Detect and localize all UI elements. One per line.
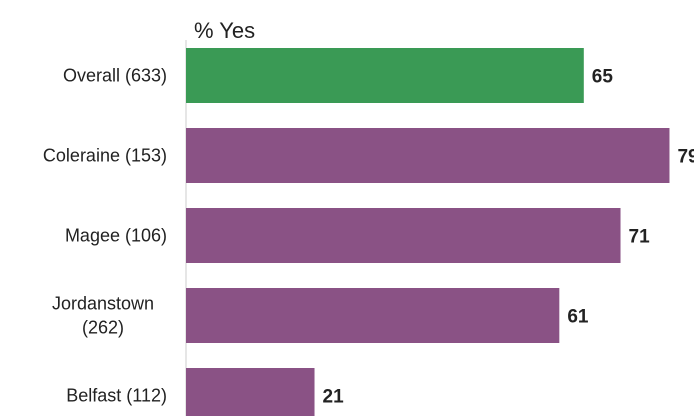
value-label-2: 71	[629, 227, 651, 248]
category-label-0: Overall (633)	[63, 66, 167, 86]
value-label-0: 65	[592, 67, 614, 88]
category-label-3: Jordanstown (262)	[52, 294, 154, 338]
bar-0	[186, 48, 584, 103]
value-label-3: 61	[567, 307, 589, 328]
bar-3	[186, 288, 560, 343]
value-label-4: 21	[323, 387, 345, 408]
bar-2	[186, 208, 621, 263]
category-label-2: Magee (106)	[65, 226, 167, 246]
category-label-4: Belfast (112)	[66, 386, 167, 406]
chart-title: % Yes	[194, 18, 255, 43]
bar-4	[186, 368, 315, 416]
bar-1	[186, 128, 670, 183]
value-label-1: 79	[677, 147, 694, 168]
category-label-1: Coleraine (153)	[43, 146, 167, 166]
